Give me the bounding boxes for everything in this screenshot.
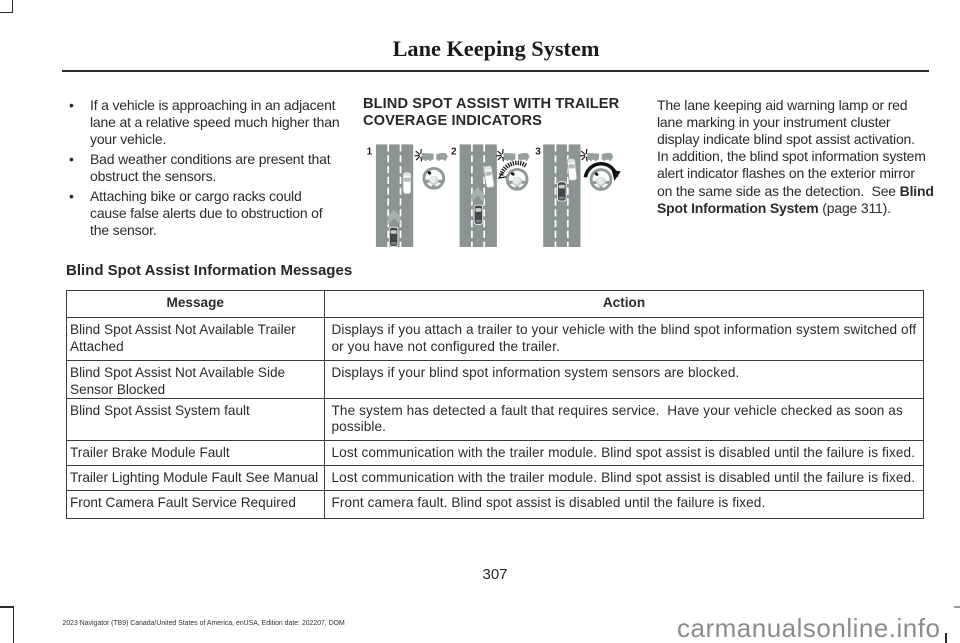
svg-text:2: 2 [451, 146, 457, 157]
svg-text:1: 1 [367, 146, 373, 157]
svg-text:3: 3 [535, 146, 541, 157]
